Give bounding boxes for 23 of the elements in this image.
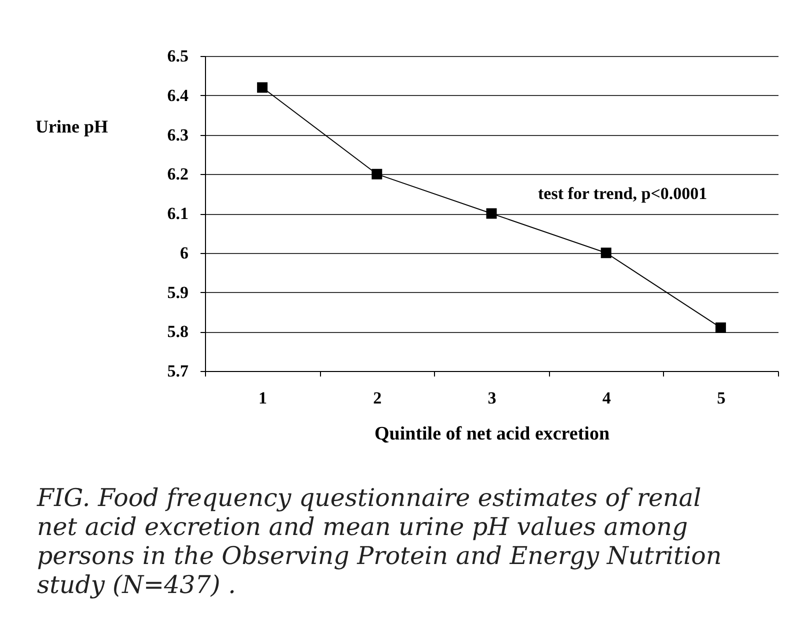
y-tick-label: 6.2: [167, 164, 188, 184]
x-tick-label: 4: [602, 388, 612, 408]
y-tick-label: 6.4: [167, 86, 189, 105]
point: [257, 82, 268, 93]
y-axis-title: Urine pH: [36, 116, 108, 136]
y-tick-label: 6.5: [167, 46, 188, 66]
y-tick-label: 5.9: [167, 282, 188, 302]
y-tick-label: 6.3: [167, 125, 188, 144]
text: FIG. Food frequency questionnaire estimates of renal net acid excretion and mean urine pH values among persons in the Observing Protein and Energy Nutrition study (N=437) .: [37, 483, 723, 599]
y-tick-label: 6: [180, 243, 188, 262]
y-tick-label: 5.8: [167, 322, 188, 342]
x-axis-title: Quintile of net acid excretion: [374, 424, 610, 444]
annotation: test for trend, p<0.0001: [538, 184, 708, 204]
y-tick-label: 5.7: [167, 362, 189, 380]
point: [600, 248, 612, 258]
x-tick-label: 1: [258, 388, 268, 408]
point: [486, 208, 497, 219]
x-tick-label: 2: [373, 388, 382, 408]
y-tick-label: 6.1: [167, 204, 188, 223]
point: [372, 168, 382, 180]
point: [715, 322, 726, 333]
x-tick-label: 3: [488, 388, 496, 408]
x-tick-label: 5: [716, 388, 726, 408]
